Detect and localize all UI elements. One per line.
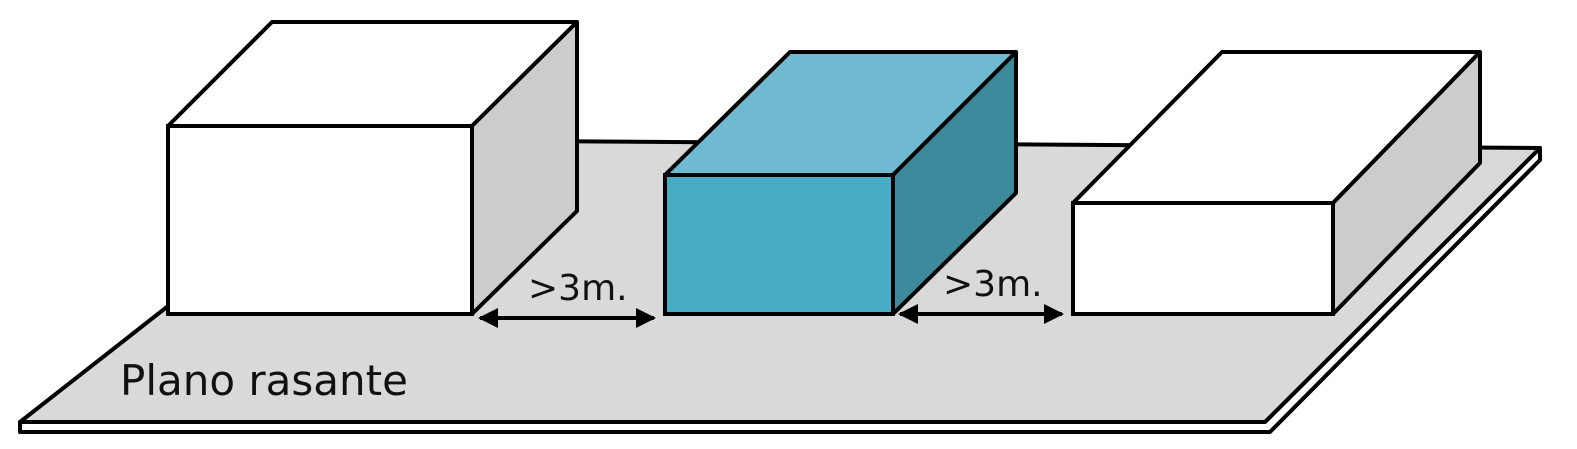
plane-label: Plano rasante	[120, 356, 408, 405]
left-block-front	[166, 124, 474, 316]
left-building-block	[166, 20, 579, 316]
right-building-block	[1071, 50, 1482, 316]
right-block-front	[1071, 201, 1335, 316]
separation-label-1: >3m.	[528, 268, 628, 309]
middle-block-front	[663, 173, 895, 316]
separation-label-2: >3m.	[943, 264, 1043, 305]
middle-building-block	[663, 50, 1018, 316]
